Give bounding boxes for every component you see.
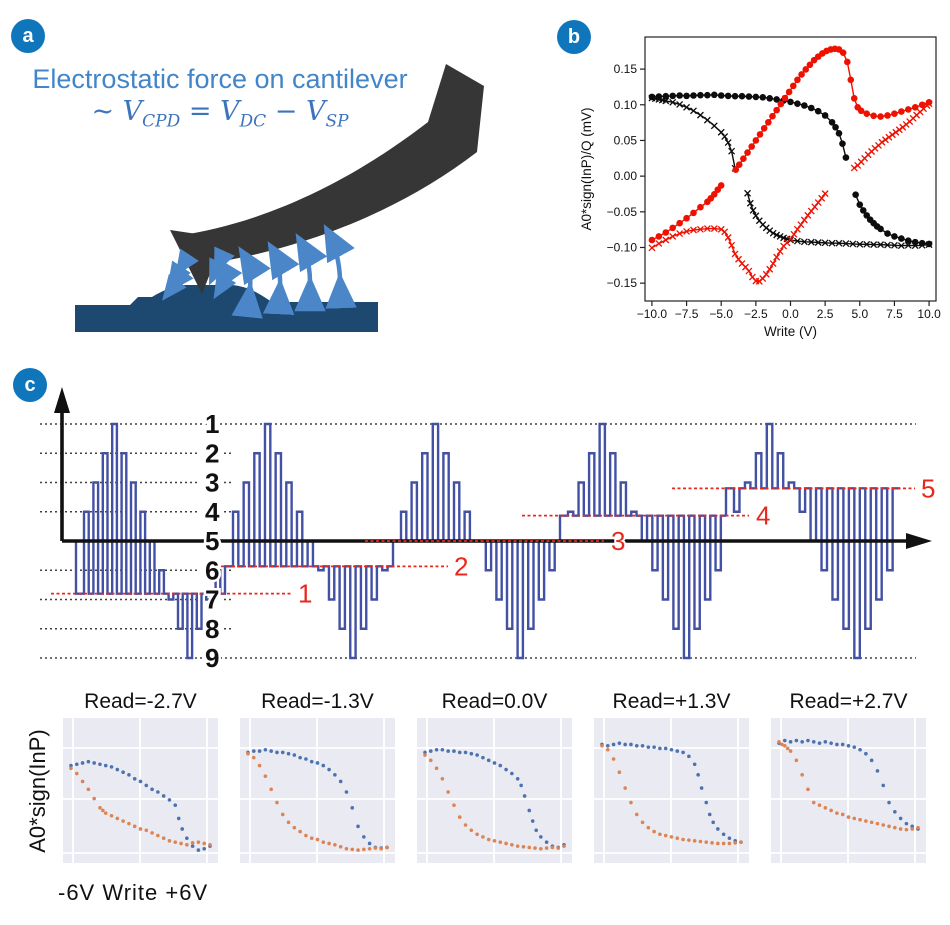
- svg-text:7.5: 7.5: [886, 307, 903, 321]
- svg-text:−0.15: −0.15: [607, 276, 638, 290]
- formula-v3: V: [305, 96, 326, 127]
- tip-force-arrows: [162, 246, 243, 301]
- grid-y-axis-label: A0*sign(InP): [25, 729, 50, 853]
- svg-text:5.0: 5.0: [851, 307, 868, 321]
- write-sweep-chart: −10.0 −7.5 −5.0 −2.5 0.0 2.5 5.0 7.5 10.0 0.15 0.1…: [579, 36, 941, 339]
- read-plot-title-3: Read=0.0V: [441, 690, 548, 713]
- force-arrows: [231, 224, 357, 319]
- panel-a-formula: ~ VCPD = VDC − VSP: [20, 96, 420, 131]
- plot-area: −10.0 −7.5 −5.0 −2.5 0.0 2.5 5.0 7.5 10.0 0.15 0.1…: [579, 36, 941, 339]
- svg-text:−5.0: −5.0: [709, 307, 733, 321]
- level-number-3: 3: [205, 468, 219, 498]
- svg-text:−0.05: −0.05: [607, 205, 638, 219]
- svg-text:0.0: 0.0: [782, 307, 799, 321]
- svg-text:0.00: 0.00: [614, 169, 638, 183]
- read-level-label-1: 1: [298, 579, 312, 609]
- series-orange: [777, 740, 920, 832]
- level-number-8: 8: [205, 614, 219, 644]
- series-orange: [423, 753, 566, 851]
- svg-text:−7.5: −7.5: [675, 307, 699, 321]
- level-number-1: 1: [205, 409, 219, 439]
- svg-text:0.05: 0.05: [614, 133, 638, 147]
- series-orange: [69, 766, 212, 847]
- read-plot-4: [594, 718, 749, 863]
- formula-minus: −: [266, 96, 306, 127]
- svg-text:−0.10: −0.10: [607, 240, 638, 254]
- svg-text:−2.5: −2.5: [744, 307, 768, 321]
- level-number-9: 9: [205, 643, 219, 673]
- svg-text:2.5: 2.5: [817, 307, 834, 321]
- svg-text:0.15: 0.15: [614, 62, 638, 76]
- level-number-2: 2: [205, 438, 219, 468]
- panel-a-title: Electrostatic force on cantilever: [32, 64, 408, 94]
- svg-text:10.0: 10.0: [917, 307, 941, 321]
- svg-text:0.10: 0.10: [614, 98, 638, 112]
- read-plot-5: [771, 718, 926, 863]
- formula-sub1: CPD: [142, 111, 181, 132]
- read-level-label-2: 2: [454, 551, 468, 581]
- grid-x-axis-label: -6V Write +6V: [58, 880, 209, 905]
- panel-a-badge: a: [11, 19, 45, 53]
- read-plot-title-2: Read=-1.3V: [261, 690, 374, 713]
- read-level-label-4: 4: [756, 501, 770, 531]
- formula-v2: V: [220, 96, 240, 127]
- cantilever-diagram: [75, 64, 484, 332]
- read-plot-title-5: Read=+2.7V: [789, 690, 908, 713]
- level-number-4: 4: [205, 497, 220, 527]
- formula-tilde: ~: [91, 96, 123, 127]
- panel-b-badge: b: [557, 20, 591, 54]
- panel-c-badge: c: [13, 368, 47, 402]
- series-3: [648, 100, 933, 285]
- read-plot-2: [240, 718, 395, 863]
- voltage-axis-arrow-icon: [54, 387, 70, 413]
- read-plot-title-1: Read=-2.7V: [84, 690, 197, 713]
- series-0: [648, 91, 933, 248]
- time-axis-arrow-icon: [906, 533, 932, 549]
- formula-sub3: SP: [325, 111, 349, 132]
- series-blue: [69, 759, 212, 852]
- level-number-6: 6: [205, 555, 219, 585]
- series-orange: [600, 744, 743, 846]
- b-x-label: Write (V): [764, 324, 817, 339]
- read-plot-3: [417, 718, 572, 863]
- read-level-label-3: 3: [611, 526, 625, 556]
- formula-equals: =: [180, 96, 221, 127]
- read-plot-title-4: Read=+1.3V: [612, 690, 731, 713]
- level-number-7: 7: [205, 585, 219, 615]
- series-1: [648, 94, 933, 250]
- series-2: [648, 45, 933, 244]
- series-blue: [600, 741, 743, 844]
- read-plot-1: [63, 718, 218, 863]
- b-y-label: A0*sign(InP)/Q (mV): [579, 107, 594, 230]
- level-number-5: 5: [205, 526, 219, 556]
- formula-v1: V: [122, 96, 143, 127]
- formula-sub2: DC: [239, 111, 267, 132]
- svg-text:−10.0: −10.0: [637, 307, 668, 321]
- sample-substrate: [75, 285, 378, 332]
- read-level-label-5: 5: [921, 473, 935, 503]
- series-orange: [246, 751, 389, 852]
